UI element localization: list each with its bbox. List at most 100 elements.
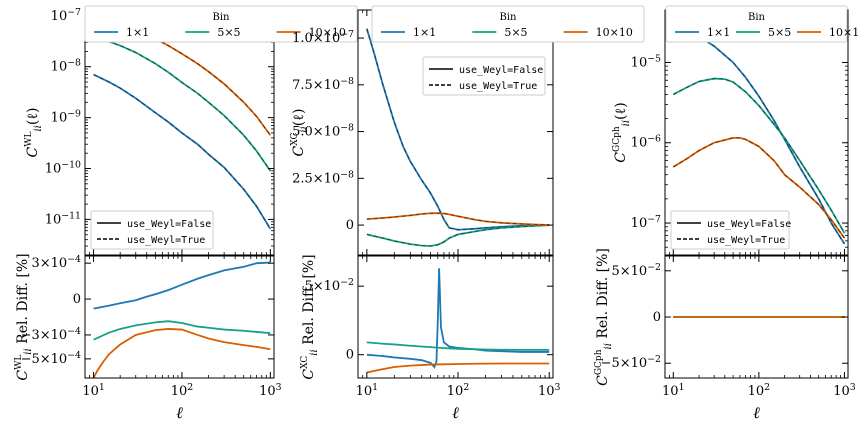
bin-legend: Bin 1×1 5×5 10×10 [665, 5, 859, 43]
legend-entry: use_Weyl=True [127, 235, 205, 246]
y-tick-label: 10−7 [51, 7, 81, 24]
legend-title: Bin [748, 12, 766, 23]
x-tick-label: 101 [82, 382, 105, 399]
y-tick-label: 5×10−2 [612, 262, 662, 279]
x-tick-label: 101 [356, 382, 379, 399]
y-tick-label: −5×10−2 [601, 354, 661, 371]
panel-XC: 1.0×10−7 7.5×10−8 5.0×10−8 2.5×10−8 0 CXCii(ℓ… [290, 5, 645, 422]
series-line-10×10 [366, 362, 550, 374]
legend-title: Bin [213, 12, 231, 23]
y-axis-label: CWLii Rel. Diff. [%] [14, 253, 34, 380]
y-tick-label: 5×10−2 [305, 277, 355, 294]
series-line-5×5 [672, 77, 846, 234]
series-group [366, 268, 550, 374]
legend-entry: 5×5 [217, 26, 240, 39]
y-tick-label: 5.0×10−8 [292, 123, 354, 140]
series-line-5×5 [93, 320, 271, 341]
y-tick-label: 10−8 [51, 58, 81, 75]
legend-box [371, 5, 645, 43]
legend-box [665, 5, 848, 43]
legend-box [670, 210, 790, 250]
legend-entry: 1×1 [413, 26, 436, 39]
style-legend: use_Weyl=False use_Weyl=True [670, 210, 791, 250]
style-legend: use_Weyl=False use_Weyl=True [422, 56, 546, 96]
y-tick-label: 1.0×10−7 [292, 29, 354, 46]
x-axis-label: ℓ [176, 403, 183, 422]
series-line-1×1 [366, 268, 550, 369]
x-tick-label: 101 [662, 382, 685, 399]
style-legend: use_Weyl=False use_Weyl=True [90, 210, 214, 250]
y-tick-label: 0 [346, 348, 354, 363]
legend-entry: 10×10 [829, 26, 859, 39]
y-tick-label: 0 [346, 218, 354, 233]
series-line-weyl-5×5 [366, 224, 550, 247]
y-tick-label: 7.5×10−8 [292, 76, 354, 93]
series-line-5×5 [366, 224, 550, 247]
x-tick-label: 103 [833, 382, 856, 399]
series-line-5×5 [366, 341, 550, 351]
series-line-5×5 [93, 38, 272, 172]
y-tick-label: −3×10−4 [21, 326, 81, 343]
x-tick-label: 102 [447, 382, 470, 399]
axes-frame [84, 255, 275, 379]
x-tick-label: 103 [259, 382, 282, 399]
y-axis-label: CGCphii(ℓ) [612, 102, 632, 162]
series-line-weyl-5×5 [673, 78, 845, 234]
panel-GCph: 10−5 10−6 10−7 CGCphii(ℓ) 5×10−2 0 −5×10−2CGCp… [594, 5, 859, 422]
x-tick-label: 102 [171, 382, 194, 399]
y-axis-label: CXCii Rel. Diff. [%] [300, 254, 320, 379]
y-tick-label: −5×10−4 [21, 350, 81, 367]
axes-frame [357, 255, 554, 379]
legend-box [422, 56, 546, 96]
series-group [93, 24, 272, 230]
legend-entry: use_Weyl=True [459, 81, 537, 92]
y-axis-label: CGCphii Rel. Diff. [%] [594, 248, 614, 386]
legend-box [90, 210, 214, 250]
series-line-weyl-1×1 [93, 74, 271, 230]
legend-entry: 10×10 [596, 26, 633, 39]
XC-top-axes: 1.0×10−7 7.5×10−8 5.0×10−8 2.5×10−8 0 CXCii(ℓ… [290, 9, 554, 256]
bin-legend: Bin 1×1 5×5 10×10 [371, 5, 645, 43]
legend-entry: use_Weyl=True [707, 235, 785, 246]
y-tick-label: 3×10−4 [32, 254, 82, 271]
legend-entry: 1×1 [126, 26, 149, 39]
series-line-10×10 [366, 212, 550, 226]
legend-entry: use_Weyl=False [127, 219, 211, 230]
series-line-weyl-10×10 [366, 212, 550, 226]
series-group [92, 261, 271, 378]
series-line-weyl-10×10 [93, 24, 271, 136]
x-tick-label: 102 [748, 382, 771, 399]
series-line-weyl-10×10 [673, 137, 845, 239]
x-tick-label: 103 [538, 382, 561, 399]
x-axis-label: ℓ [452, 403, 459, 422]
y-tick-label: 10−7 [631, 214, 661, 231]
series-line-10×10 [92, 328, 271, 378]
series-line-1×1 [93, 73, 272, 230]
legend-title: Bin [500, 12, 518, 23]
panel-WL: 10−7 10−8 10−9 10−10 10−11 CWLii(ℓ) 3×10−4 0 −3×… [14, 5, 358, 422]
series-line-1×1 [93, 261, 271, 310]
y-tick-label: 10−10 [45, 160, 81, 177]
y-tick-label: 0 [653, 310, 661, 325]
legend-entry: use_Weyl=False [707, 219, 791, 230]
y-axis-label: CXCii(ℓ) [290, 109, 310, 157]
legend-entry: 10×10 [309, 26, 346, 39]
y-tick-label: 2.5×10−8 [292, 169, 354, 186]
bin-legend: Bin 1×1 5×5 10×10 [84, 5, 358, 43]
y-tick-label: 10−5 [631, 53, 661, 70]
y-tick-label: 10−6 [631, 134, 661, 151]
y-axis-label: CWLii(ℓ) [24, 108, 44, 158]
x-axis-label: ℓ [753, 403, 760, 422]
y-tick-label: 10−9 [51, 109, 81, 126]
y-tick-label: 10−11 [45, 210, 81, 227]
legend-entry: 1×1 [707, 26, 730, 39]
legend-entry: 5×5 [504, 26, 527, 39]
XC-bottom-axes: 5×10−2 0 CXCii Rel. Diff. [%] [300, 254, 554, 380]
y-tick-label: 0 [73, 292, 81, 307]
legend-box [84, 5, 358, 43]
legend-entry: 5×5 [768, 26, 791, 39]
legend-entry: use_Weyl=False [459, 65, 543, 76]
